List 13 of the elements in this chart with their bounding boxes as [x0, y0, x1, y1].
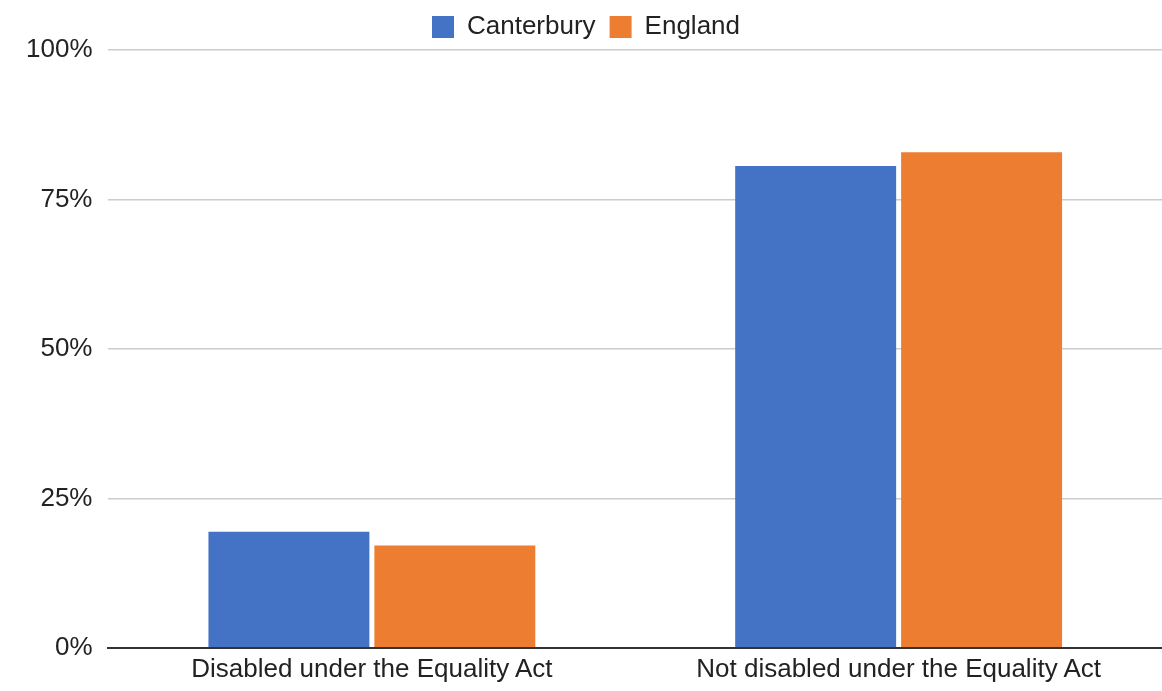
bar [374, 545, 536, 648]
y-tick-label: 50% [40, 332, 93, 363]
y-tick-label: 0% [54, 630, 93, 661]
legend-label: Canterbury [466, 10, 596, 41]
y-tick-label: 75% [40, 182, 93, 213]
bar [208, 531, 370, 648]
x-tick-label: Disabled under the Equality Act [191, 652, 554, 683]
bar [735, 165, 897, 648]
y-tick-label: 25% [40, 481, 93, 512]
y-tick-label: 100% [26, 33, 93, 64]
bar [901, 152, 1063, 648]
legend-label: England [644, 10, 741, 41]
x-tick-label: Not disabled under the Equality Act [696, 652, 1102, 683]
